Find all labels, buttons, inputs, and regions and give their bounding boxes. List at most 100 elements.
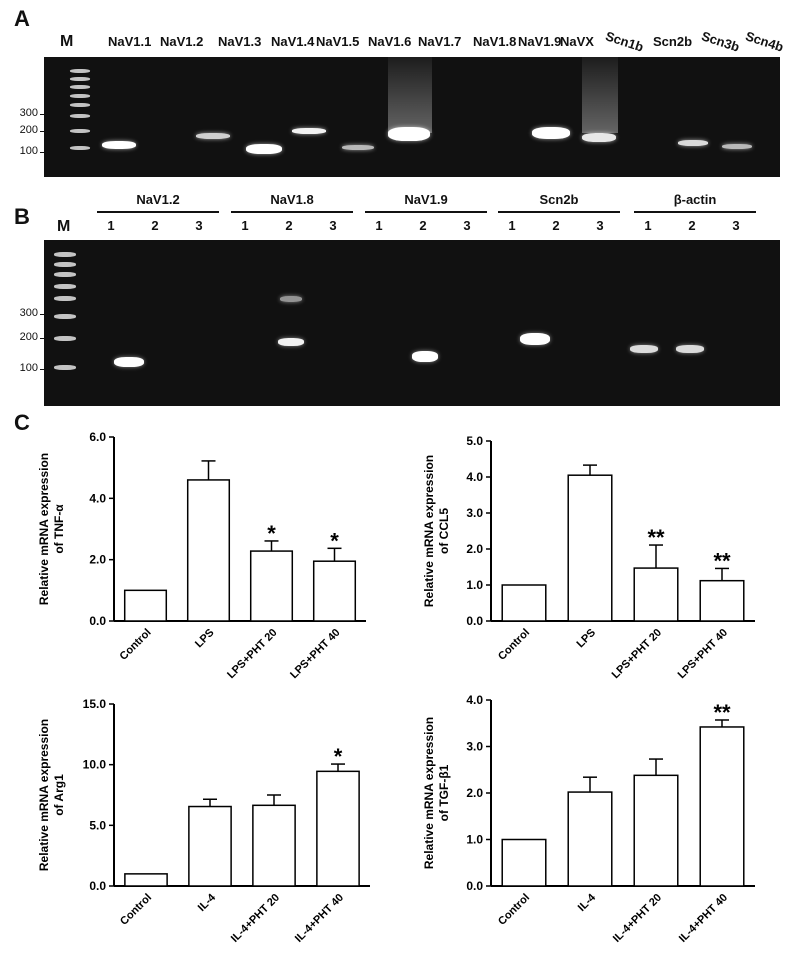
panel-letter-c: C — [14, 410, 30, 435]
gel-b-band — [412, 351, 438, 362]
y-tick-label: 4.0 — [466, 470, 483, 484]
significance-marker: * — [334, 744, 343, 769]
gel-a-ladder-tick — [40, 152, 46, 153]
bar — [252, 804, 296, 887]
gel-b-ladder-band — [54, 296, 76, 301]
gel-b-ladder-size-label: 200 — [19, 331, 38, 343]
gel-a-band — [246, 144, 282, 154]
y-tick-label: 2.0 — [466, 786, 483, 800]
gel-b-lane-number: 2 — [552, 218, 560, 233]
gel-a-band — [532, 127, 570, 139]
y-tick-label: 4.0 — [466, 693, 483, 707]
gel-a-ladder-band — [70, 85, 90, 89]
y-axis-title: Relative mRNA expression of TGF-β1 — [422, 717, 451, 869]
gel-a-lane-label: NaV1.8 — [473, 34, 517, 49]
y-tick-label: 6.0 — [89, 430, 106, 444]
gel-a-ladder-band — [70, 129, 90, 133]
gel-b-lane-number: 3 — [195, 218, 203, 233]
gel-a-lane-label: NaV1.4 — [271, 34, 315, 49]
y-axis-title-line: of Arg1 — [52, 774, 66, 816]
y-axis-title-line: Relative mRNA expression — [37, 719, 51, 871]
gel-a-band — [722, 144, 752, 149]
bar — [699, 726, 745, 887]
gel-b-ladder-tick — [40, 369, 46, 370]
y-axis-title-line: Relative mRNA expression — [37, 453, 51, 605]
gel-b-lane-number: 1 — [107, 218, 115, 233]
gel-b-lane-number: 1 — [508, 218, 516, 233]
x-tick-label: LPS+PHT 40 — [288, 627, 343, 682]
gel-a-ladder-size-label: 200 — [19, 124, 38, 136]
gel-a-band — [102, 141, 136, 149]
gel-a-ladder-band — [70, 146, 90, 150]
gel-a-lane-label: NaV1.5 — [316, 34, 360, 49]
gel-a-lane-label: Scn1b — [603, 28, 646, 55]
gel-b-lane-number: 1 — [241, 218, 249, 233]
gel-b-ladder-size-label: 100 — [19, 362, 38, 374]
y-axis-title-line: of TNF-α — [52, 504, 66, 554]
gel-b-group-line — [498, 211, 620, 213]
gel-a-ladder-band — [70, 77, 90, 81]
gel-b-lane-number: 3 — [732, 218, 740, 233]
x-tick-label: Control — [117, 627, 153, 663]
bar — [186, 479, 231, 622]
gel-a-lane-label: Scn2b — [653, 34, 693, 49]
bar — [633, 567, 679, 622]
gel-b-lane-number: 2 — [285, 218, 293, 233]
y-axis-title-line: Relative mRNA expression — [422, 717, 436, 869]
x-tick-label: IL-4+PHT 20 — [611, 892, 664, 945]
gel-b-band — [630, 345, 658, 353]
y-tick-label: 0.0 — [466, 879, 483, 893]
gel-a-band — [678, 140, 708, 146]
bar-chart-ccl5: 0.0 1.0 2.0 3.0 4.0 5.0 Relative mRNA expressi… — [422, 434, 755, 681]
gel-b-band — [114, 357, 144, 367]
gel-a-ladder-tick — [40, 114, 46, 115]
gel-a-ladder-band — [70, 94, 90, 98]
gel-image-a — [44, 57, 780, 177]
gel-b-ladder-band — [54, 314, 76, 319]
y-tick-label: 5.0 — [466, 434, 483, 448]
gel-a-ladder-tick — [40, 131, 46, 132]
significance-marker: ** — [713, 700, 731, 725]
y-axis-title: Relative mRNA expression of Arg1 — [37, 719, 66, 871]
x-tick-label: LPS — [193, 627, 217, 651]
gel-a-ladder-size-label: 100 — [19, 145, 38, 157]
bar — [501, 838, 547, 887]
gel-b-lane-number: 3 — [329, 218, 337, 233]
y-axis-title: Relative mRNA expression of TNF-α — [37, 453, 66, 605]
y-tick-label: 0.0 — [89, 879, 106, 893]
gel-a-smear — [582, 57, 618, 133]
gel-b-ladder-tick — [40, 338, 46, 339]
gel-b-band — [676, 345, 704, 353]
gel-b-ladder-tick — [40, 314, 46, 315]
gel-a-lane-label: NaV1.3 — [218, 34, 262, 49]
y-tick-label: 3.0 — [466, 740, 483, 754]
x-tick-label: Control — [496, 627, 532, 663]
gel-b-group-line — [231, 211, 353, 213]
gel-a-lane-label: NaV1.6 — [368, 34, 412, 49]
gel-b-band — [280, 296, 302, 302]
gel-b-group-line — [365, 211, 487, 213]
gel-b-ladder-band — [54, 336, 76, 341]
x-tick-label: IL-4+PHT 40 — [677, 892, 730, 945]
gel-b-band — [278, 338, 304, 346]
bar — [567, 474, 613, 622]
gel-a-lane-label: NaVX — [560, 34, 594, 49]
gel-a-smear — [388, 57, 432, 133]
gel-b-lane-number: 1 — [644, 218, 652, 233]
bar — [123, 589, 168, 622]
y-tick-label: 1.0 — [466, 833, 483, 847]
bar — [124, 873, 168, 887]
bar — [633, 774, 679, 887]
y-tick-label: 1.0 — [466, 578, 483, 592]
gel-b-lane-number: 3 — [596, 218, 604, 233]
gel-b-ladder-band — [54, 262, 76, 267]
gel-b-group-label: β-actin — [673, 192, 717, 207]
gel-image-b — [44, 240, 780, 406]
gel-a-ladder-band — [70, 69, 90, 73]
bar — [249, 550, 294, 622]
gel-b-group-label: Scn2b — [539, 192, 579, 207]
gel-a-band — [292, 128, 326, 134]
gel-a-lane-label: NaV1.9 — [518, 34, 562, 49]
gel-b-ladder-band — [54, 284, 76, 289]
bar — [316, 770, 360, 887]
